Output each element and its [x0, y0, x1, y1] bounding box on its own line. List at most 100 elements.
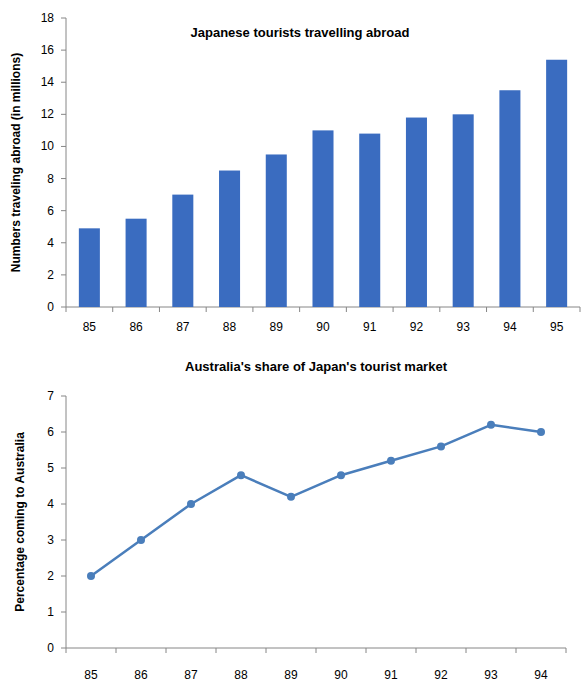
marker	[387, 457, 395, 465]
y-tick-label: 6	[47, 425, 54, 439]
y-tick-label: 7	[47, 389, 54, 403]
x-tick	[66, 648, 67, 653]
y-tick	[61, 504, 66, 505]
x-tick-label: 90	[316, 320, 330, 334]
x-tick	[393, 307, 394, 312]
x-tick-label: 89	[284, 668, 298, 682]
x-tick-label: 88	[223, 320, 237, 334]
y-tick-label: 4	[47, 236, 54, 250]
marker	[87, 572, 95, 580]
bar	[359, 134, 380, 307]
marker	[287, 493, 295, 501]
bar	[79, 228, 100, 307]
x-tick	[439, 307, 440, 312]
y-tick	[61, 648, 66, 649]
x-tick	[266, 648, 267, 653]
y-tick-label: 10	[41, 139, 55, 153]
y-axis-label: Percentage coming to Australia	[13, 432, 27, 612]
x-tick	[206, 307, 207, 312]
y-axis-label: Numbers traveling abroad (in millions)	[9, 53, 23, 272]
chart-title: Australia's share of Japan's tourist mar…	[185, 359, 448, 374]
x-tick	[316, 648, 317, 653]
bar	[266, 154, 287, 307]
marker	[337, 471, 345, 479]
y-tick-label: 6	[47, 204, 54, 218]
x-tick-label: 86	[134, 668, 148, 682]
chart-title: Japanese tourists travelling abroad	[191, 25, 410, 40]
y-tick-label: 0	[47, 300, 54, 314]
y-tick-label: 4	[47, 497, 54, 511]
chart-line: 0123456785868788899091929394Australia's …	[13, 359, 566, 682]
y-tick-label: 16	[41, 43, 55, 57]
chart-canvas: 0246810121416188586878889909192939495Jap…	[0, 0, 584, 690]
bar	[499, 90, 520, 307]
marker	[437, 442, 445, 450]
bar	[219, 171, 240, 307]
plot-area	[87, 421, 545, 580]
y-tick-label: 8	[47, 172, 54, 186]
y-tick-label: 1	[47, 605, 54, 619]
y-tick	[61, 576, 66, 577]
y-tick	[61, 242, 66, 243]
x-tick-label: 91	[384, 668, 398, 682]
x-tick	[159, 307, 160, 312]
y-tick	[61, 612, 66, 613]
x-tick	[252, 307, 253, 312]
x-tick-label: 87	[176, 320, 190, 334]
y-tick	[61, 114, 66, 115]
x-tick	[580, 307, 581, 312]
y-tick	[61, 146, 66, 147]
bar	[406, 118, 427, 307]
y-tick	[61, 307, 66, 308]
y-tick	[61, 540, 66, 541]
x-tick-label: 93	[457, 320, 471, 334]
x-tick	[533, 307, 534, 312]
y-tick-label: 12	[41, 107, 55, 121]
x-tick-label: 85	[83, 320, 97, 334]
x-tick	[166, 648, 167, 653]
x-tick	[216, 648, 217, 653]
marker	[537, 428, 545, 436]
y-tick-label: 2	[47, 569, 54, 583]
x-tick-label: 86	[129, 320, 143, 334]
x-tick-label: 92	[410, 320, 424, 334]
x-tick	[66, 307, 67, 312]
bar	[546, 60, 567, 307]
y-axis	[66, 396, 67, 648]
plot-area	[79, 60, 567, 307]
y-tick	[61, 18, 66, 19]
chart-bar: 0246810121416188586878889909192939495Jap…	[9, 11, 580, 334]
x-tick	[366, 648, 367, 653]
bar	[453, 114, 474, 307]
marker	[187, 500, 195, 508]
y-tick	[61, 468, 66, 469]
y-tick	[61, 178, 66, 179]
x-tick-label: 94	[534, 668, 548, 682]
x-tick	[516, 648, 517, 653]
x-tick-label: 94	[503, 320, 517, 334]
x-tick	[466, 648, 467, 653]
y-tick	[61, 432, 66, 433]
x-tick	[346, 307, 347, 312]
x-tick-label: 90	[334, 668, 348, 682]
marker	[237, 471, 245, 479]
marker	[137, 536, 145, 544]
marker	[487, 421, 495, 429]
y-tick	[61, 274, 66, 275]
x-tick-label: 85	[84, 668, 98, 682]
y-tick-label: 0	[47, 641, 54, 655]
x-tick-label: 95	[550, 320, 564, 334]
y-tick	[61, 396, 66, 397]
x-tick	[486, 307, 487, 312]
y-tick-label: 5	[47, 461, 54, 475]
x-tick-label: 89	[270, 320, 284, 334]
bar	[312, 130, 333, 307]
x-tick	[299, 307, 300, 312]
bar	[172, 195, 193, 307]
x-tick-label: 92	[434, 668, 448, 682]
x-tick	[416, 648, 417, 653]
bar	[126, 219, 147, 307]
x-tick-label: 91	[363, 320, 377, 334]
y-tick-label: 14	[41, 75, 55, 89]
y-tick	[61, 210, 66, 211]
